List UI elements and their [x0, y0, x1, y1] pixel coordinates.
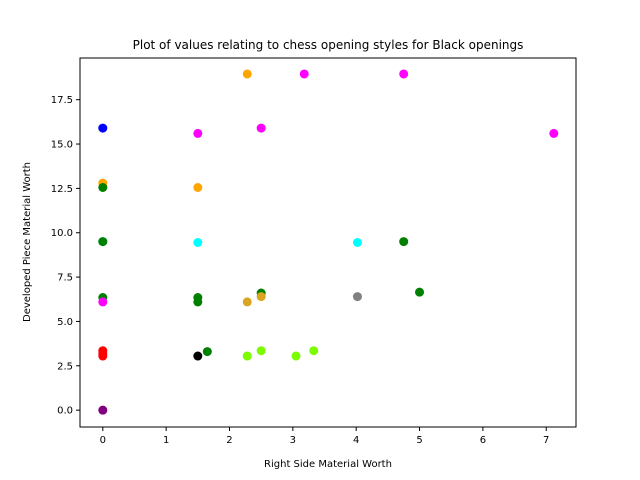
data-point-21 [256, 123, 266, 133]
data-point-13 [193, 238, 203, 247]
data-point-29 [352, 292, 362, 302]
y-tick-label: 15.0 [51, 140, 73, 151]
chart-title: Plot of values relating to chess opening… [133, 38, 524, 52]
data-point-33 [549, 128, 559, 138]
y-tick-label: 2.5 [57, 361, 73, 372]
y-tick-label: 0.0 [57, 406, 73, 417]
y-tick-label: 12.5 [51, 184, 73, 195]
data-point-9 [98, 351, 108, 361]
data-point-11 [193, 128, 203, 138]
y-tick-label: 7.5 [57, 273, 73, 284]
data-point-27 [309, 346, 319, 356]
plot-area-frame [79, 57, 577, 428]
data-point-10 [98, 405, 108, 415]
data-point-19 [242, 297, 252, 307]
data-point-18 [242, 69, 252, 79]
data-point-28 [352, 238, 362, 247]
x-tick-label: 6 [480, 435, 486, 446]
y-axis-label: Developed Piece Material Worth [22, 162, 33, 322]
y-tick-label: 10.0 [51, 228, 73, 239]
x-tick-label: 4 [353, 435, 359, 446]
data-point-25 [291, 351, 301, 361]
x-tick-label: 5 [416, 435, 422, 446]
data-point-24 [256, 346, 266, 356]
y-tick-label: 5.0 [57, 317, 73, 328]
x-tick-label: 2 [226, 435, 232, 446]
x-tick-label: 1 [163, 435, 169, 446]
y-axis: 0.0 2.5 5.0 7.5 10.0 12.5 15.0 17.5 [51, 95, 80, 417]
data-point-16 [193, 351, 203, 361]
data-point-6 [98, 297, 108, 307]
data-points [98, 69, 559, 415]
data-point-12 [193, 183, 203, 193]
data-point-17 [202, 347, 212, 357]
x-axis: 0 1 2 3 4 5 6 7 [100, 427, 549, 446]
data-point-32 [415, 287, 425, 297]
x-tick-label: 0 [100, 435, 106, 446]
x-tick-label: 3 [290, 435, 296, 446]
data-point-31 [399, 237, 409, 247]
y-tick-label: 17.5 [51, 95, 73, 106]
data-point-2 [98, 183, 108, 193]
data-point-23 [256, 292, 266, 302]
data-point-20 [242, 351, 252, 361]
x-axis-label: Right Side Material Worth [264, 459, 392, 470]
data-point-0 [98, 123, 108, 133]
data-point-26 [299, 69, 309, 79]
x-tick-label: 7 [543, 435, 549, 446]
data-point-4 [98, 237, 108, 247]
data-point-30 [399, 69, 409, 79]
data-point-15 [193, 297, 203, 307]
